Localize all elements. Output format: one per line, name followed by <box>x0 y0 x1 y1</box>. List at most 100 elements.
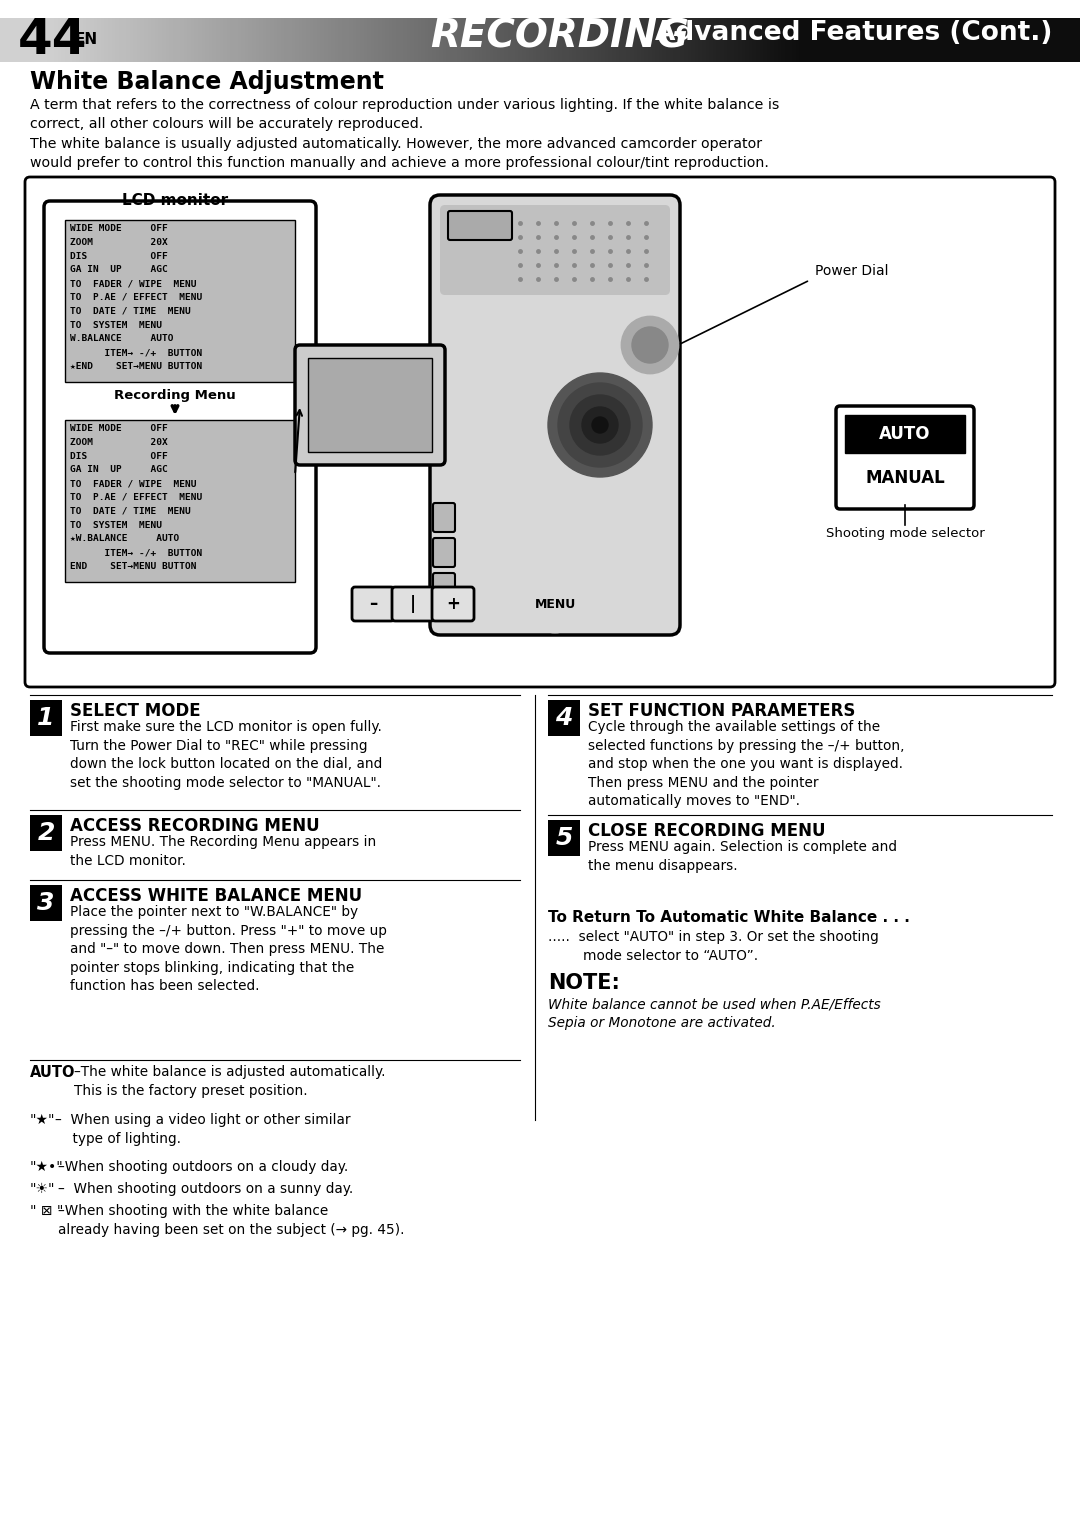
Bar <box>288 18 293 61</box>
Text: "☀": "☀" <box>30 1182 55 1196</box>
Text: Advanced Features (Cont.): Advanced Features (Cont.) <box>654 20 1052 46</box>
Bar <box>807 18 811 61</box>
Bar <box>727 18 732 61</box>
Bar <box>284 18 289 61</box>
Bar <box>705 18 711 61</box>
Bar <box>853 18 858 61</box>
Bar <box>241 18 246 61</box>
Bar <box>381 18 387 61</box>
Bar <box>1040 18 1045 61</box>
Text: |: | <box>410 595 416 613</box>
Bar <box>25 18 30 61</box>
Bar <box>22 18 26 61</box>
Bar <box>882 18 887 61</box>
Bar <box>774 18 779 61</box>
Bar <box>824 18 829 61</box>
Bar <box>72 18 77 61</box>
Bar <box>580 18 584 61</box>
Bar <box>472 18 476 61</box>
Circle shape <box>558 383 642 468</box>
Bar <box>310 18 314 61</box>
Bar <box>872 18 876 61</box>
Bar <box>594 18 598 61</box>
Bar <box>975 18 981 61</box>
Bar <box>659 18 663 61</box>
Bar <box>256 18 260 61</box>
Bar <box>100 18 106 61</box>
Bar <box>778 18 782 61</box>
Bar <box>410 18 415 61</box>
Bar <box>122 18 127 61</box>
Text: WIDE MODE     OFF: WIDE MODE OFF <box>70 425 167 432</box>
Bar <box>40 18 44 61</box>
Bar <box>367 18 372 61</box>
Text: Recording Menu: Recording Menu <box>114 389 235 402</box>
Bar <box>400 18 404 61</box>
Text: AUTO: AUTO <box>30 1065 76 1081</box>
Bar <box>597 18 603 61</box>
Bar <box>796 18 800 61</box>
Bar <box>543 18 549 61</box>
Bar <box>1072 18 1078 61</box>
Text: ★END    SET→MENU BUTTON: ★END SET→MENU BUTTON <box>70 362 202 371</box>
Bar <box>299 18 303 61</box>
Bar <box>943 18 948 61</box>
Text: –The white balance is adjusted automatically.
This is the factory preset positio: –The white balance is adjusted automatic… <box>75 1065 386 1098</box>
Bar <box>342 18 347 61</box>
Bar <box>137 18 141 61</box>
Bar <box>832 18 836 61</box>
Circle shape <box>548 373 652 477</box>
Bar <box>651 18 657 61</box>
Text: SELECT MODE: SELECT MODE <box>70 702 201 721</box>
Bar <box>626 18 631 61</box>
Bar <box>457 18 462 61</box>
Text: –  When using a video light or other similar
    type of lighting.: – When using a video light or other simi… <box>55 1113 351 1145</box>
Bar <box>1029 18 1035 61</box>
Text: First make sure the LCD monitor is open fully.
Turn the Power Dial to "REC" whil: First make sure the LCD monitor is open … <box>70 721 382 789</box>
Bar <box>208 18 214 61</box>
Bar <box>875 18 879 61</box>
Bar <box>983 18 987 61</box>
Bar <box>464 18 469 61</box>
Text: TO  DATE / TIME  MENU: TO DATE / TIME MENU <box>70 307 191 316</box>
Bar <box>30 885 62 921</box>
Bar <box>518 18 523 61</box>
Bar <box>846 18 851 61</box>
Bar <box>140 18 145 61</box>
Bar <box>65 18 69 61</box>
Bar <box>389 18 393 61</box>
Bar <box>656 18 660 61</box>
Bar <box>148 18 152 61</box>
FancyBboxPatch shape <box>433 503 455 532</box>
Bar <box>602 18 606 61</box>
Text: 1: 1 <box>38 707 55 730</box>
Bar <box>929 18 933 61</box>
Bar <box>839 18 843 61</box>
Text: .....  select "AUTO" in step 3. Or set the shooting
        mode selector to “AU: ..... select "AUTO" in step 3. Or set th… <box>548 931 879 963</box>
Bar <box>500 18 505 61</box>
Bar <box>969 18 973 61</box>
Bar <box>454 18 458 61</box>
Bar <box>813 18 819 61</box>
Bar <box>327 18 333 61</box>
Bar <box>748 18 754 61</box>
Bar <box>370 18 376 61</box>
Text: The white balance is usually adjusted automatically. However, the more advanced : The white balance is usually adjusted au… <box>30 136 769 170</box>
Bar <box>216 18 220 61</box>
Bar <box>526 18 530 61</box>
Bar <box>0 0 1080 18</box>
Bar <box>713 18 717 61</box>
Bar <box>170 18 174 61</box>
Text: NOTE:: NOTE: <box>548 973 620 993</box>
Bar <box>43 18 48 61</box>
Bar <box>97 18 102 61</box>
Bar <box>86 18 91 61</box>
FancyBboxPatch shape <box>295 345 445 464</box>
Bar <box>861 18 865 61</box>
Bar <box>435 18 441 61</box>
Text: 2: 2 <box>38 822 55 845</box>
Text: –: – <box>369 595 377 613</box>
Text: A term that refers to the correctness of colour reproduction under various light: A term that refers to the correctness of… <box>30 98 780 130</box>
Bar <box>1015 18 1020 61</box>
Bar <box>724 18 728 61</box>
